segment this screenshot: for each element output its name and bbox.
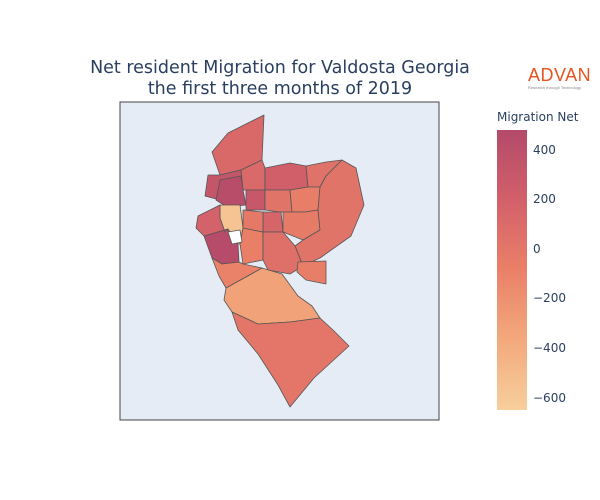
region-center-tract-d[interactable] (289, 186, 321, 213)
colorbar (497, 130, 527, 410)
colorbar-tick-label: 400 (533, 142, 556, 157)
colorbar-tick-label: −600 (533, 390, 566, 405)
map-title-line-2: the first three months of 2019 (147, 79, 413, 99)
region-south-tip-tract[interactable] (231, 311, 350, 408)
logo-wordmark: ADVAN (528, 65, 592, 85)
colorbar-title: Migration Net (497, 110, 579, 124)
colorbar-tick-label: −400 (533, 341, 566, 356)
region-small-center-tract-1[interactable] (211, 257, 263, 289)
region-west-mid-tract[interactable] (239, 227, 264, 265)
region-small-center-tract-2[interactable] (195, 204, 229, 237)
region-north-east-tract[interactable] (264, 162, 309, 191)
colorbar-tick-label: 200 (533, 192, 556, 207)
region-center-tract-c[interactable] (264, 189, 293, 213)
region-small-center-tract-3[interactable] (242, 209, 264, 233)
colorbar-tick-label: 0 (533, 241, 541, 256)
region-white-tract[interactable] (227, 229, 243, 245)
region-south-east-small-tract[interactable] (296, 260, 327, 285)
region-center-tract-b[interactable] (245, 189, 266, 211)
logo-tagline: Research through Technology (528, 85, 582, 90)
region-dark-north-tract[interactable] (215, 175, 247, 208)
advan-logo: ADVAN Research through Technology (528, 66, 594, 90)
map-title: Net resident Migration for Valdosta Geor… (60, 58, 500, 100)
map-title-line-1: Net resident Migration for Valdosta Geor… (90, 58, 470, 78)
colorbar-tick-label: −200 (533, 291, 566, 306)
region-south-center-tract[interactable] (262, 231, 304, 275)
region-center-tract-e[interactable] (262, 211, 284, 233)
